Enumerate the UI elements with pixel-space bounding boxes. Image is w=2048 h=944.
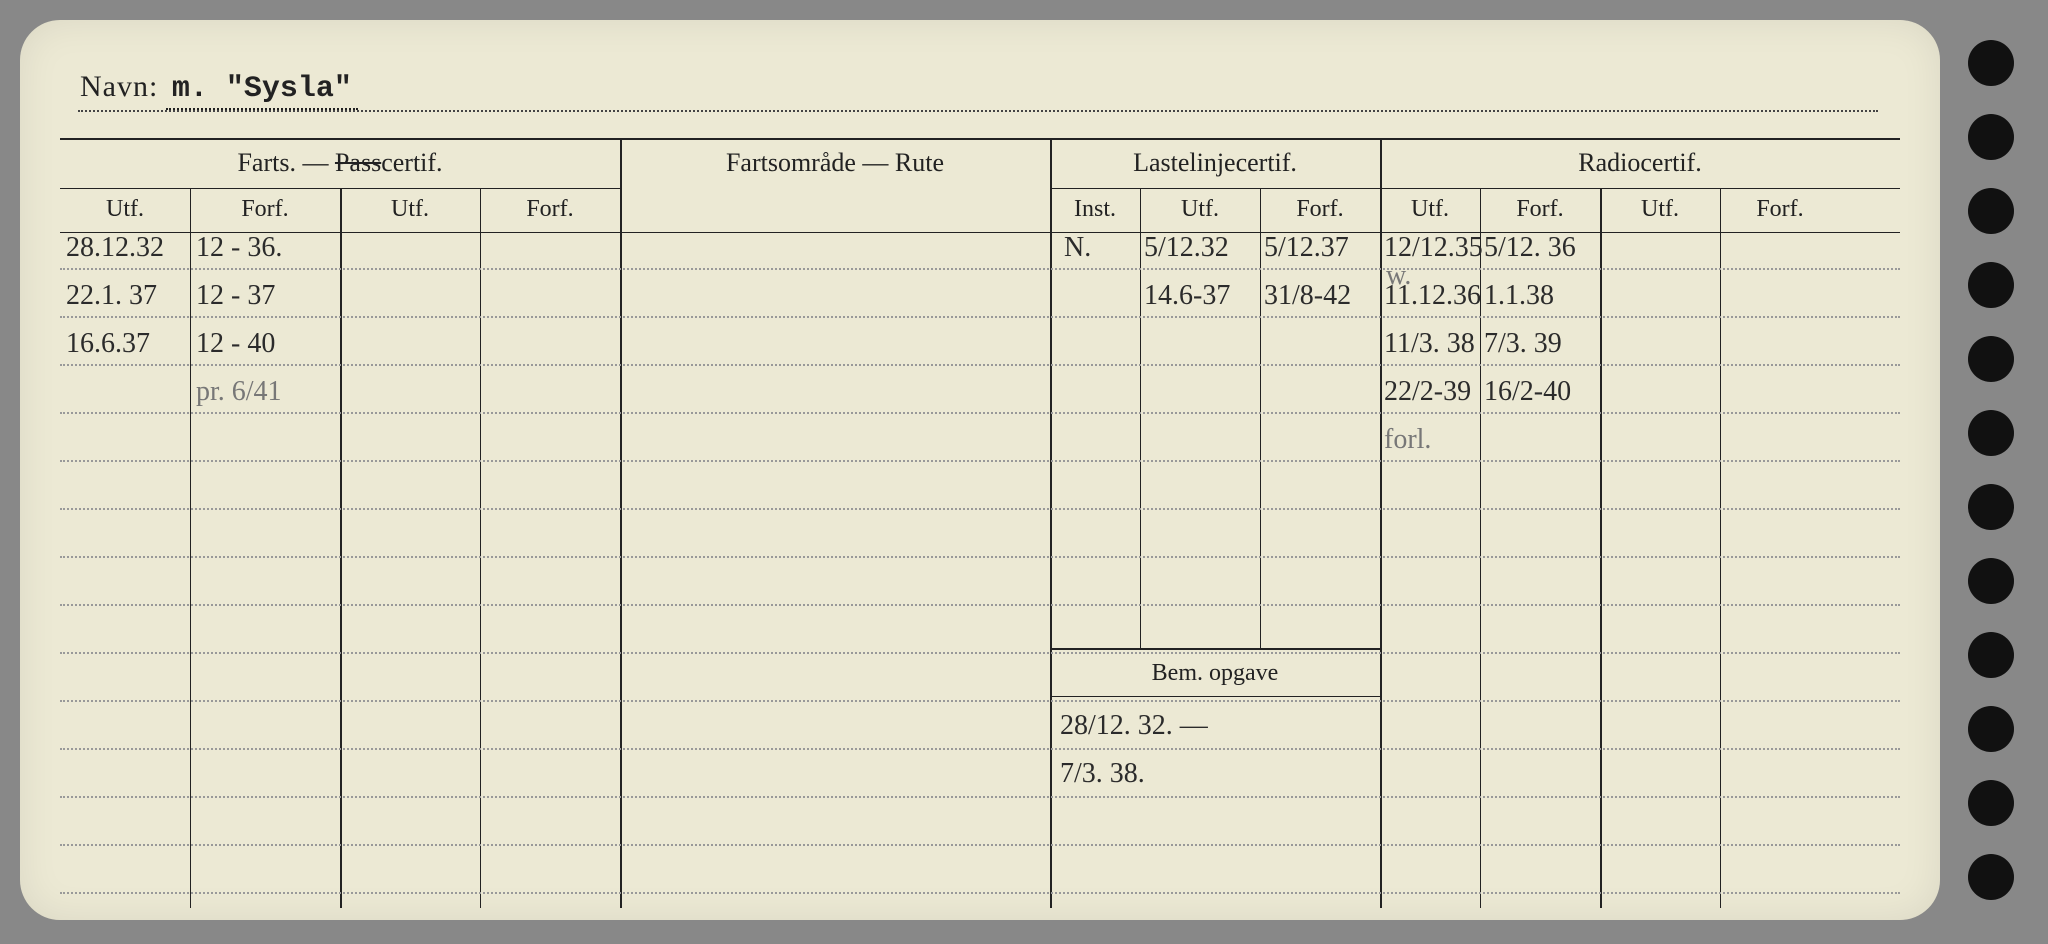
handwritten-entry: 28.12.32 <box>66 232 164 264</box>
punch-hole <box>1968 484 2014 530</box>
handwritten-entry: 5/12. 36 <box>1484 232 1576 264</box>
handwritten-entry: N. <box>1064 232 1091 264</box>
bem-under-rule <box>1050 696 1380 697</box>
handwritten-entry: 12/12.35 <box>1384 232 1483 264</box>
handwritten-entry: 12 - 40 <box>196 328 275 360</box>
punch-hole <box>1968 780 2014 826</box>
handwritten-entry: 16/2-40 <box>1484 376 1571 408</box>
name-value: m. "Sysla" <box>166 72 358 110</box>
sub-laste-forf: Forf. <box>1260 196 1380 223</box>
rule-grid-top <box>60 232 1900 233</box>
hdr-farts: Farts. — Passcertif. <box>60 148 620 178</box>
v4 <box>620 138 622 908</box>
dotted-row <box>60 460 1900 462</box>
handwritten-entry: forl. <box>1384 424 1431 456</box>
handwritten-entry: 22.1. 37 <box>66 280 157 312</box>
handwritten-entry: pr. 6/41 <box>196 376 282 408</box>
v6 <box>1140 188 1141 648</box>
v7 <box>1260 188 1261 648</box>
hdr-laste: Lastelinjecertif. <box>1050 148 1380 178</box>
sub-farts-forf: Forf. <box>190 196 340 223</box>
bem-top-rule <box>1050 648 1380 650</box>
sub-radio-utf: Utf. <box>1380 196 1480 223</box>
dotted-row <box>60 892 1900 894</box>
index-card: Navn: m. "Sysla" Farts. — Passcertif. Fa… <box>20 20 1940 920</box>
hdr-farts-a: Farts. — <box>237 148 335 177</box>
handwritten-entry: 12 - 36. <box>196 232 282 264</box>
hdr-rute: Fartsområde — Rute <box>620 148 1050 178</box>
v5 <box>1050 138 1052 908</box>
rule-radio-sub <box>1380 188 1900 189</box>
punch-hole <box>1968 336 2014 382</box>
handwritten-entry: 11.12.36 <box>1384 280 1481 312</box>
v1 <box>190 188 191 908</box>
handwritten-entry: 22/2-39 <box>1384 376 1471 408</box>
v10 <box>1600 188 1602 908</box>
dotted-row <box>60 748 1900 750</box>
hdr-radio: Radiocertif. <box>1380 148 1900 178</box>
rule-laste-sub <box>1050 188 1380 189</box>
hdr-farts-strike: Pass <box>335 148 381 177</box>
dotted-row <box>60 796 1900 798</box>
handwritten-entry: 28/12. 32. — <box>1060 710 1208 742</box>
handwritten-entry: 1.1.38 <box>1484 280 1554 312</box>
v3 <box>480 188 481 908</box>
handwritten-entry: 11/3. 38 <box>1384 328 1475 360</box>
punch-hole <box>1968 410 2014 456</box>
handwritten-entry: 16.6.37 <box>66 328 150 360</box>
dotted-row <box>60 844 1900 846</box>
punch-hole <box>1968 854 2014 900</box>
handwritten-entry: 12 - 37 <box>196 280 275 312</box>
v2 <box>340 188 342 908</box>
sub-laste-utf: Utf. <box>1140 196 1260 223</box>
punch-hole <box>1968 558 2014 604</box>
dotted-row <box>60 700 1900 702</box>
dotted-row <box>60 652 1900 654</box>
bem-label: Bem. opgave <box>1050 660 1380 687</box>
dotted-row <box>60 604 1900 606</box>
punch-hole <box>1968 188 2014 234</box>
dotted-row <box>60 556 1900 558</box>
punch-hole <box>1968 114 2014 160</box>
name-row: Navn: m. "Sysla" <box>80 70 358 106</box>
hdr-farts-b: certif. <box>381 148 442 177</box>
v11 <box>1720 188 1721 908</box>
dotted-row <box>60 316 1900 318</box>
sub-farts-forf2: Forf. <box>480 196 620 223</box>
v8 <box>1380 138 1382 908</box>
sub-farts-utf2: Utf. <box>340 196 480 223</box>
punch-hole <box>1968 706 2014 752</box>
dotted-row <box>60 412 1900 414</box>
handwritten-entry: 7/3. 39 <box>1484 328 1562 360</box>
name-underline <box>78 110 1878 112</box>
sub-farts-utf: Utf. <box>60 196 190 223</box>
handwritten-entry: 5/12.32 <box>1144 232 1229 264</box>
handwritten-entry: 7/3. 38. <box>1060 758 1145 790</box>
sub-inst: Inst. <box>1050 196 1140 223</box>
punch-hole <box>1968 262 2014 308</box>
punch-hole <box>1968 632 2014 678</box>
top-rule <box>60 138 1900 140</box>
handwritten-entry: 14.6-37 <box>1144 280 1230 312</box>
punch-hole <box>1968 40 2014 86</box>
dotted-row <box>60 268 1900 270</box>
dotted-row <box>60 508 1900 510</box>
sub-radio-forf: Forf. <box>1480 196 1600 223</box>
handwritten-entry: 31/8-42 <box>1264 280 1351 312</box>
sub-radio-utf2: Utf. <box>1600 196 1720 223</box>
sub-radio-forf2: Forf. <box>1720 196 1840 223</box>
name-label: Navn: <box>80 70 158 103</box>
handwritten-entry: 5/12.37 <box>1264 232 1349 264</box>
punch-holes <box>1960 40 2020 900</box>
dotted-row <box>60 364 1900 366</box>
